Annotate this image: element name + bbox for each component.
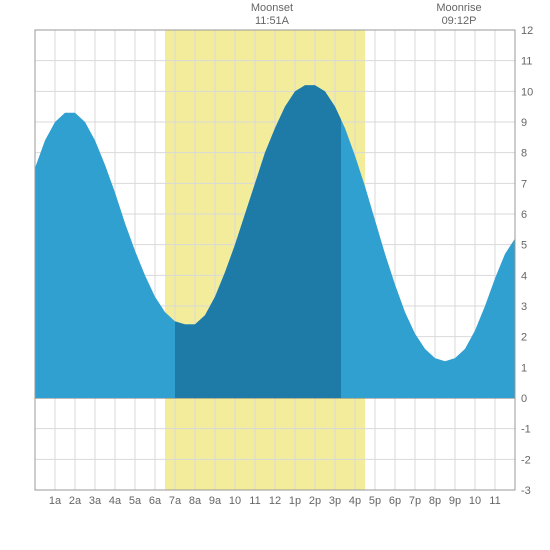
y-tick-label: 6 xyxy=(521,209,527,221)
x-tick-label: 9p xyxy=(449,495,461,507)
x-tick-label: 2p xyxy=(309,495,321,507)
y-tick-label: -2 xyxy=(521,454,531,466)
x-tick-label: 5p xyxy=(369,495,381,507)
annotation-title: Moonset xyxy=(242,2,302,15)
x-tick-label: 8a xyxy=(189,495,202,507)
annotation-title: Moonrise xyxy=(429,2,489,15)
x-tick-label: 7p xyxy=(409,495,421,507)
y-tick-label: 10 xyxy=(521,86,533,98)
y-tick-label: 3 xyxy=(521,301,527,313)
x-tick-label: 11 xyxy=(489,495,500,507)
x-tick-label: 6p xyxy=(389,495,401,507)
x-tick-label: 1a xyxy=(49,495,62,507)
y-tick-label: 4 xyxy=(521,270,527,282)
x-tick-label: 10 xyxy=(229,495,241,507)
annotation-time: 09:12P xyxy=(429,15,489,28)
x-tick-label: 3a xyxy=(89,495,102,507)
x-tick-label: 7a xyxy=(169,495,182,507)
y-tick-label: 2 xyxy=(521,332,527,344)
y-tick-label: 11 xyxy=(521,56,532,68)
y-tick-label: 0 xyxy=(521,393,527,405)
y-tick-label: 1 xyxy=(521,362,527,374)
x-tick-label: 2a xyxy=(69,495,82,507)
y-tick-label: 7 xyxy=(521,178,527,190)
x-tick-label: 10 xyxy=(469,495,481,507)
x-tick-label: 12 xyxy=(269,495,281,507)
chart-svg: 1a2a3a4a5a6a7a8a9a1011121p2p3p4p5p6p7p8p… xyxy=(0,0,550,550)
annotation-moonset: Moonset11:51A xyxy=(242,2,302,28)
y-tick-label: 9 xyxy=(521,117,527,129)
annotation-moonrise: Moonrise09:12P xyxy=(429,2,489,28)
x-tick-label: 8p xyxy=(429,495,441,507)
x-tick-label: 4p xyxy=(349,495,361,507)
x-tick-label: 4a xyxy=(109,495,122,507)
y-tick-label: -1 xyxy=(521,424,531,436)
y-tick-label: 8 xyxy=(521,148,527,160)
x-tick-label: 9a xyxy=(209,495,222,507)
annotation-time: 11:51A xyxy=(242,15,302,28)
x-tick-label: 5a xyxy=(129,495,142,507)
x-tick-label: 11 xyxy=(249,495,260,507)
tide-chart: 1a2a3a4a5a6a7a8a9a1011121p2p3p4p5p6p7p8p… xyxy=(0,0,550,550)
x-tick-label: 1p xyxy=(289,495,301,507)
x-tick-label: 6a xyxy=(149,495,162,507)
y-tick-label: 12 xyxy=(521,25,533,37)
y-tick-label: 5 xyxy=(521,240,527,252)
x-tick-label: 3p xyxy=(329,495,341,507)
y-tick-label: -3 xyxy=(521,485,531,497)
